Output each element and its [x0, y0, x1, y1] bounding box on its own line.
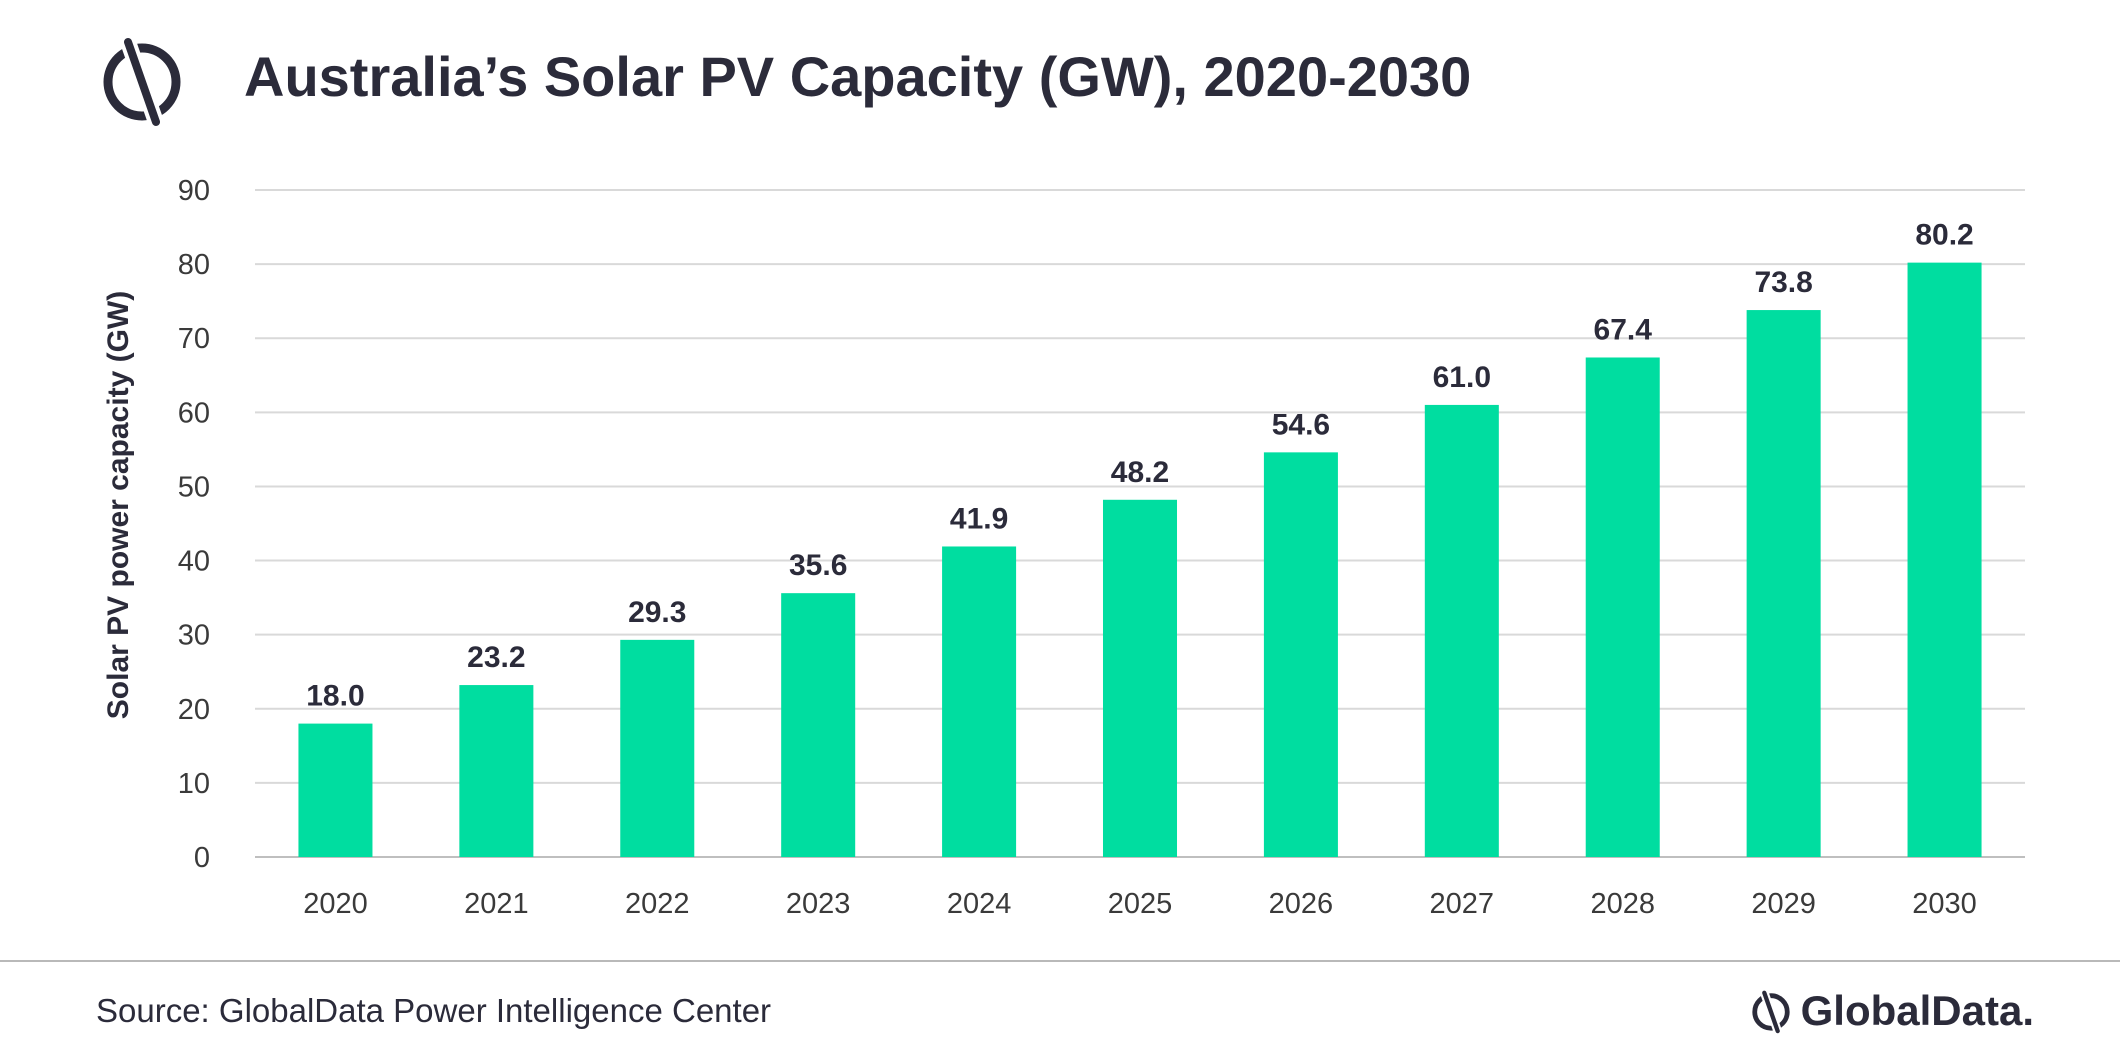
value-label-2025: 48.2	[1111, 456, 1169, 489]
bar-2023	[781, 593, 856, 857]
value-label-2029: 73.8	[1754, 266, 1812, 299]
bar-2021	[459, 685, 534, 857]
x-tick-label-2025: 2025	[1108, 888, 1173, 920]
y-tick-label: 40	[178, 546, 210, 578]
value-label-2030: 80.2	[1915, 219, 1973, 252]
brand: GlobalData.	[1749, 986, 2034, 1036]
y-axis-ticks: 0 10 20 30 40 50 60 70 80 90	[178, 175, 210, 874]
globaldata-logo-icon	[103, 33, 181, 131]
bars	[298, 262, 1982, 857]
value-label-2026: 54.6	[1272, 408, 1330, 441]
x-axis-ticks: 2020 2021 2022 2023 2024 2025 2026 2027 2028 2029…	[303, 888, 1977, 920]
x-tick-label-2027: 2027	[1430, 888, 1495, 920]
bar-2024	[942, 546, 1017, 857]
x-tick-label-2029: 2029	[1751, 888, 1816, 920]
y-tick-label: 0	[194, 842, 210, 874]
bar-2025	[1102, 499, 1178, 857]
bar-2028	[1585, 357, 1660, 857]
footer-divider	[0, 960, 2120, 962]
bar-2030	[1907, 262, 1982, 857]
x-tick-label-2023: 2023	[786, 888, 851, 920]
y-tick-label: 90	[178, 175, 210, 207]
value-label-2023: 35.6	[789, 549, 847, 582]
y-tick-label: 50	[178, 471, 210, 503]
source-note: Source: GlobalData Power Intelligence Ce…	[96, 992, 772, 1029]
y-tick-label: 20	[178, 694, 210, 726]
value-label-2028: 67.4	[1594, 313, 1653, 346]
y-tick-label: 80	[178, 249, 210, 281]
y-tick-label: 70	[178, 323, 210, 355]
x-tick-label-2021: 2021	[464, 888, 529, 920]
y-tick-label: 60	[178, 397, 210, 429]
value-labels: 18.0 23.2 29.3 35.6 41.9 48.2 54.6 61.0 67.4 73.8…	[306, 219, 1973, 713]
x-tick-label-2022: 2022	[625, 888, 690, 920]
bar-2026	[1263, 452, 1338, 857]
bar-2029	[1746, 310, 1821, 857]
value-label-2027: 61.0	[1433, 361, 1491, 394]
bar-2022	[620, 639, 695, 857]
value-label-2024: 41.9	[950, 502, 1008, 535]
globaldata-mark-icon	[1751, 988, 1790, 1036]
page-title: Australia’s Solar PV Capacity (GW), 2020…	[244, 45, 1472, 108]
value-label-2020: 18.0	[306, 680, 364, 713]
x-tick-label-2020: 2020	[303, 888, 368, 920]
bar-2020	[298, 723, 373, 857]
value-label-2022: 29.3	[628, 596, 686, 629]
x-tick-label-2028: 2028	[1590, 888, 1655, 920]
x-tick-label-2026: 2026	[1269, 888, 1334, 920]
x-tick-label-2024: 2024	[947, 888, 1012, 920]
y-axis-title: Solar PV power capacity (GW)	[102, 291, 135, 719]
y-tick-label: 30	[178, 620, 210, 652]
bar-2027	[1424, 404, 1499, 857]
brand-name: GlobalData.	[1800, 987, 2034, 1034]
value-label-2021: 23.2	[467, 641, 525, 674]
x-tick-label-2030: 2030	[1912, 888, 1977, 920]
y-tick-label: 10	[178, 768, 210, 800]
